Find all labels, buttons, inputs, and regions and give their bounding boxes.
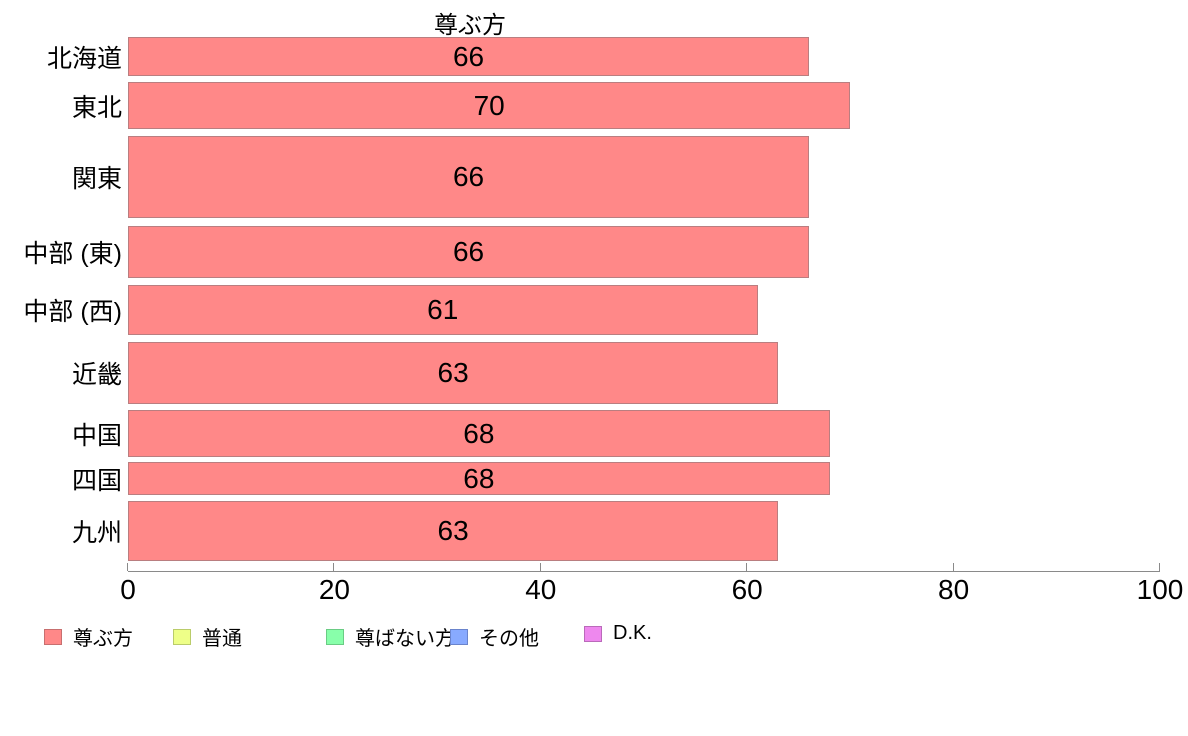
x-tick-mark <box>1159 563 1160 571</box>
y-axis-label-1: 東北 <box>71 93 122 122</box>
bar-value-label: 66 <box>452 161 485 192</box>
y-axis-label-7: 四国 <box>71 466 122 495</box>
bar-region-1: 70 <box>128 82 851 129</box>
bar-region-3: 66 <box>128 226 810 278</box>
y-axis: 北海道東北関東中部 (東) 中部 (西) 近畿中国四国九州 <box>0 30 122 571</box>
y-axis-label-3: 中部 (東) <box>23 240 122 268</box>
y-axis-label-8: 九州 <box>71 519 122 547</box>
bar-value-label: 68 <box>463 462 495 494</box>
legend-swatch-icon <box>173 628 191 645</box>
x-tick-mark <box>952 563 954 571</box>
x-tick-label-100: 100 <box>1136 574 1184 605</box>
bar-value-label: 66 <box>452 236 485 267</box>
legend-swatch-icon <box>450 628 468 645</box>
y-axis-label-5: 近畿 <box>71 361 122 389</box>
bar-value-label: 63 <box>437 515 469 546</box>
x-tick-label-60: 60 <box>731 574 763 605</box>
y-axis-label-2: 関東 <box>71 165 122 193</box>
y-axis-label-4: 中部 (西) <box>23 298 122 326</box>
bar-value-label: 61 <box>427 294 459 325</box>
legend-swatch-icon <box>584 625 602 642</box>
x-tick-mark <box>333 563 335 571</box>
legend-label: 尊ばない方 <box>355 628 455 650</box>
chart-title: 尊ぶ方 <box>434 12 506 39</box>
bar-value-label: 63 <box>437 357 469 388</box>
legend-label: 尊ぶ方 <box>73 628 133 650</box>
x-axis: 0 20 40 60 80 100 <box>120 574 1183 608</box>
legend-item-3: その他 <box>450 622 539 651</box>
legend-label: 普通 <box>202 628 242 650</box>
y-axis-label-0: 北海道 <box>46 44 122 73</box>
legend-swatch-icon <box>44 628 62 645</box>
bar-region-6: 68 <box>128 410 830 457</box>
legend-item-4: D.K. <box>584 622 652 645</box>
bar-region-7: 68 <box>128 462 830 495</box>
bar-region-4: 61 <box>128 285 758 335</box>
x-tick-label-80: 80 <box>938 574 970 605</box>
bar-region-0: 66 <box>128 37 810 76</box>
plot-area: 66 70 66 66 61 63 68 68 63 <box>127 30 1160 572</box>
x-tick-label-0: 0 <box>120 574 136 605</box>
x-tick-mark <box>746 563 748 571</box>
y-axis-label-6: 中国 <box>71 421 122 450</box>
bar-region-8: 63 <box>128 501 779 561</box>
legend-label: その他 <box>479 628 539 650</box>
legend-swatch-icon <box>326 628 344 645</box>
legend: 尊ぶ方 普通 尊ばない方 その他 D.K. <box>0 622 1188 650</box>
bar-value-label: 68 <box>463 417 495 449</box>
x-tick-label-20: 20 <box>318 574 350 605</box>
x-tick-mark <box>539 563 541 571</box>
legend-item-0: 尊ぶ方 <box>44 622 133 651</box>
bar-value-label: 66 <box>452 40 485 72</box>
legend-item-1: 普通 <box>173 622 242 651</box>
bar-value-label: 70 <box>473 89 505 121</box>
bar-region-5: 63 <box>128 342 779 404</box>
legend-item-2: 尊ばない方 <box>326 622 455 651</box>
x-tick-label-40: 40 <box>525 574 557 605</box>
bar-region-2: 66 <box>128 136 810 218</box>
legend-label: D.K. <box>613 622 652 644</box>
x-tick-mark <box>127 563 128 571</box>
